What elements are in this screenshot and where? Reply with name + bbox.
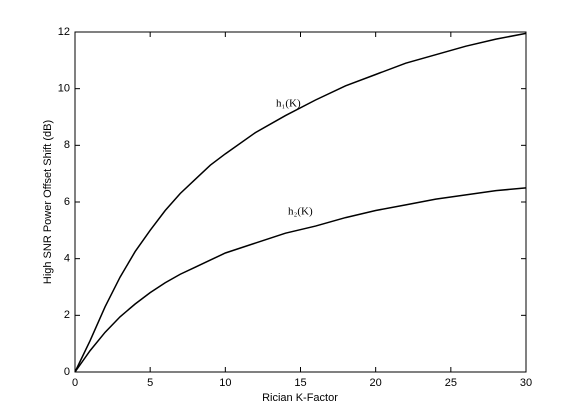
y-tick-label: 8 <box>64 139 70 151</box>
x-tick-label: 25 <box>445 377 457 389</box>
y-tick-label: 4 <box>64 253 70 265</box>
x-axis-label: Rician K-Factor <box>262 392 338 404</box>
x-tick-label: 10 <box>219 377 231 389</box>
x-tick-label: 0 <box>72 377 78 389</box>
y-tick-label: 2 <box>64 309 70 321</box>
y-tick-label: 12 <box>58 26 70 38</box>
y-tick-label: 6 <box>64 196 70 208</box>
x-tick-label: 20 <box>370 377 382 389</box>
y-axis-label: High SNR Power Offset Shift (dB) <box>42 120 54 284</box>
x-tick-label: 5 <box>147 377 153 389</box>
line-series <box>74 187 527 373</box>
x-tick-label: 15 <box>294 377 306 389</box>
y-tick-label: 10 <box>58 83 70 95</box>
plot-frame <box>74 31 527 373</box>
line-series <box>74 32 527 373</box>
curve-label: h₂(K) <box>288 206 313 218</box>
x-tick-label: 30 <box>520 377 532 389</box>
y-tick-label: 0 <box>64 366 70 378</box>
curve-label: h₁(K) <box>276 98 301 110</box>
